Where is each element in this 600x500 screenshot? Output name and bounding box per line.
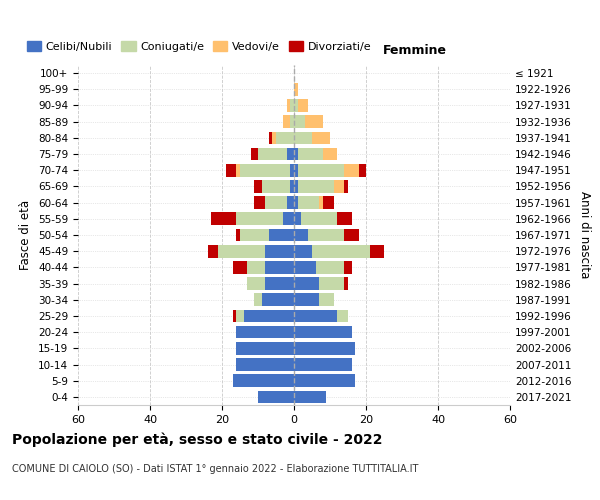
Bar [269, 132, 272, 144]
Bar [337, 212, 352, 225]
Bar [337, 310, 348, 322]
Bar [319, 294, 334, 306]
Text: Popolazione per età, sesso e stato civile - 2022: Popolazione per età, sesso e stato civil… [12, 432, 383, 447]
Bar [298, 196, 319, 209]
Bar [258, 148, 287, 160]
Bar [294, 148, 298, 160]
Bar [287, 99, 290, 112]
Bar [294, 358, 352, 371]
Bar [294, 116, 305, 128]
Bar [236, 228, 240, 241]
Bar [262, 294, 294, 306]
Bar [319, 196, 323, 209]
Bar [294, 310, 337, 322]
Bar [269, 228, 294, 241]
Bar [312, 132, 330, 144]
Bar [344, 278, 348, 290]
Bar [290, 99, 294, 112]
Bar [294, 326, 352, 338]
Bar [240, 228, 269, 241]
Bar [262, 180, 290, 192]
Bar [254, 196, 265, 209]
Bar [236, 326, 294, 338]
Bar [294, 390, 326, 403]
Bar [265, 261, 294, 274]
Bar [359, 164, 366, 176]
Bar [258, 390, 294, 403]
Bar [319, 278, 344, 290]
Bar [294, 228, 308, 241]
Bar [290, 116, 294, 128]
Bar [316, 261, 344, 274]
Bar [294, 99, 298, 112]
Bar [298, 99, 308, 112]
Bar [294, 180, 298, 192]
Text: COMUNE DI CAIOLO (SO) - Dati ISTAT 1° gennaio 2022 - Elaborazione TUTTITALIA.IT: COMUNE DI CAIOLO (SO) - Dati ISTAT 1° ge… [12, 464, 418, 474]
Bar [294, 374, 355, 387]
Bar [287, 196, 294, 209]
Bar [323, 148, 337, 160]
Bar [211, 212, 236, 225]
Bar [218, 245, 265, 258]
Bar [247, 261, 265, 274]
Bar [312, 245, 370, 258]
Bar [208, 245, 218, 258]
Bar [276, 132, 294, 144]
Bar [308, 228, 344, 241]
Bar [283, 116, 290, 128]
Bar [298, 148, 323, 160]
Y-axis label: Anni di nascita: Anni di nascita [578, 192, 591, 278]
Bar [344, 228, 359, 241]
Bar [294, 342, 355, 354]
Bar [294, 278, 319, 290]
Legend: Celibi/Nubili, Coniugati/e, Vedovi/e, Divorziati/e: Celibi/Nubili, Coniugati/e, Vedovi/e, Di… [22, 36, 376, 56]
Bar [287, 148, 294, 160]
Bar [290, 180, 294, 192]
Bar [265, 278, 294, 290]
Bar [247, 278, 265, 290]
Bar [244, 310, 294, 322]
Bar [301, 212, 337, 225]
Bar [294, 83, 298, 96]
Bar [283, 212, 294, 225]
Bar [294, 261, 316, 274]
Bar [265, 245, 294, 258]
Bar [344, 261, 352, 274]
Bar [236, 358, 294, 371]
Bar [236, 310, 244, 322]
Bar [233, 374, 294, 387]
Text: Femmine: Femmine [383, 44, 447, 57]
Bar [272, 132, 276, 144]
Bar [236, 212, 283, 225]
Bar [236, 164, 240, 176]
Bar [344, 180, 348, 192]
Bar [226, 164, 236, 176]
Bar [254, 294, 262, 306]
Bar [323, 196, 334, 209]
Bar [240, 164, 290, 176]
Bar [236, 342, 294, 354]
Bar [294, 245, 312, 258]
Bar [294, 196, 298, 209]
Bar [233, 310, 236, 322]
Bar [251, 148, 258, 160]
Bar [265, 196, 287, 209]
Y-axis label: Fasce di età: Fasce di età [19, 200, 32, 270]
Bar [305, 116, 323, 128]
Bar [290, 164, 294, 176]
Bar [298, 180, 334, 192]
Bar [254, 180, 262, 192]
Bar [294, 132, 312, 144]
Bar [233, 261, 247, 274]
Bar [294, 164, 298, 176]
Bar [294, 212, 301, 225]
Bar [334, 180, 344, 192]
Bar [370, 245, 384, 258]
Bar [298, 164, 344, 176]
Bar [294, 294, 319, 306]
Bar [344, 164, 359, 176]
